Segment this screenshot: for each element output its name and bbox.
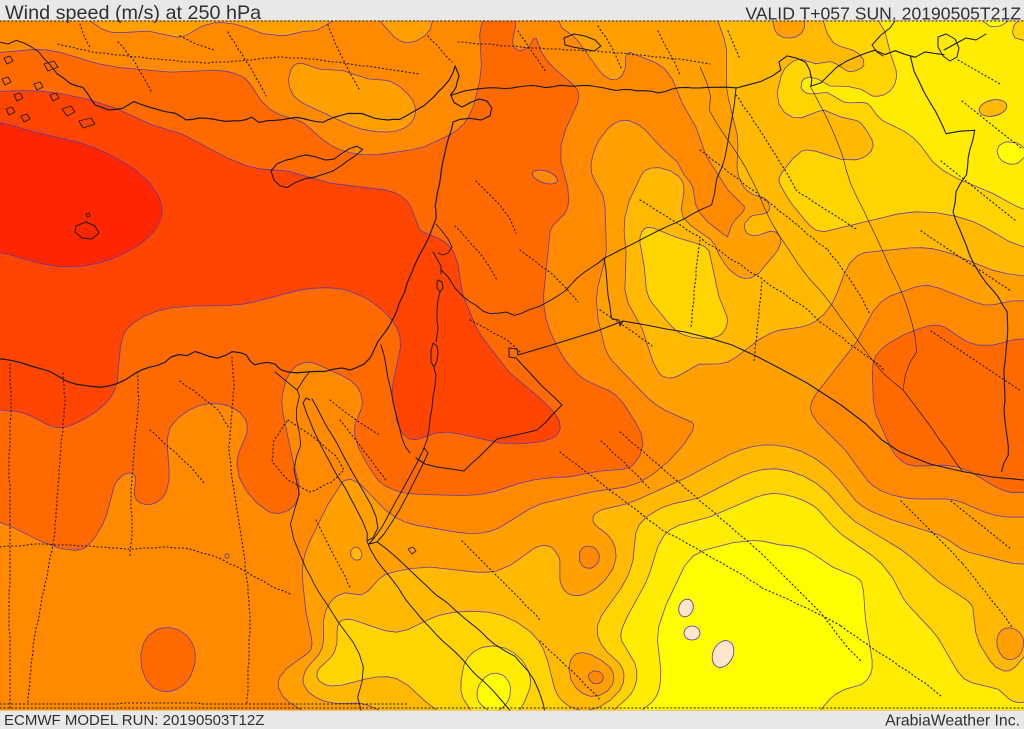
svg-text:ArabiaWeather Inc.: ArabiaWeather Inc. (885, 713, 1020, 729)
svg-text:ECMWF MODEL RUN: 20190503T12Z: ECMWF MODEL RUN: 20190503T12Z (4, 712, 264, 729)
svg-text:Wind speed (m/s) at 250 hPa: Wind speed (m/s) at 250 hPa (5, 2, 261, 24)
svg-text:VALID T+057 SUN. 20190505T21Z: VALID T+057 SUN. 20190505T21Z (745, 3, 1021, 23)
